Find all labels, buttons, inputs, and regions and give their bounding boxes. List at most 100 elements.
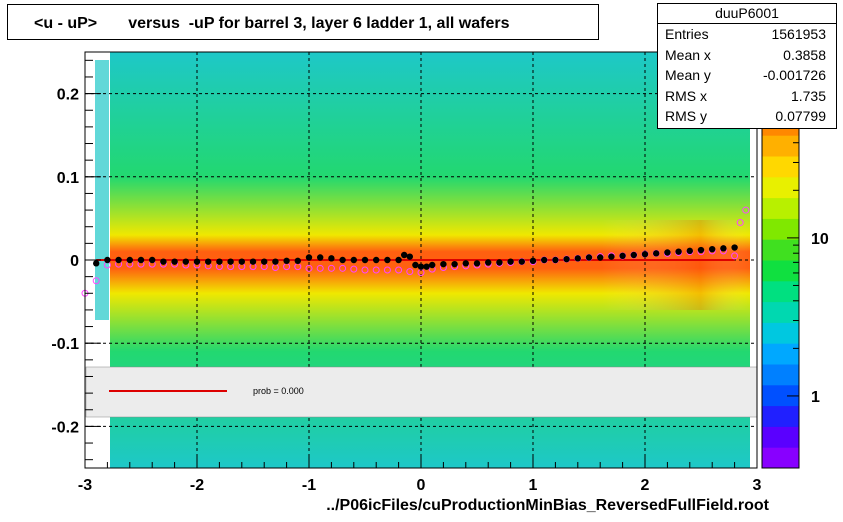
palette-swatch — [762, 197, 799, 219]
profile-mean-point — [350, 256, 357, 264]
fit-legend-label: prob = 0.000 — [253, 386, 304, 396]
profile-mean-point — [238, 258, 245, 265]
palette-swatch — [762, 280, 799, 303]
profile-alt-point — [316, 264, 324, 272]
stats-key: RMS x — [665, 87, 707, 104]
x-tick-label: -2 — [190, 477, 204, 494]
profile-mean-point — [720, 245, 727, 252]
profile-mean-point — [328, 255, 335, 262]
profile-alt-point — [350, 265, 358, 273]
y-tick-label: -0.1 — [51, 336, 79, 353]
stats-key: Mean y — [665, 67, 711, 83]
palette-swatch — [762, 343, 799, 365]
y-axis: -0.2 -0.1 0 0.1 0.2 — [51, 59, 101, 461]
profile-mean-point — [137, 256, 145, 264]
profile-mean-point — [429, 261, 436, 269]
profile-alt-point — [406, 268, 414, 276]
profile-mean-point — [305, 254, 313, 261]
x-tick-label: -1 — [302, 477, 316, 494]
profile-mean-point — [205, 258, 212, 265]
x-axis: -3 -2 -1 0 1 2 3 — [78, 456, 762, 494]
stats-key: RMS y — [665, 108, 707, 124]
profile-alt-point — [92, 277, 100, 285]
palette-swatch — [762, 405, 799, 427]
palette-swatch — [762, 260, 799, 282]
profile-mean-point — [697, 246, 705, 254]
profile-mean-point — [574, 255, 581, 262]
profile-mean-point — [384, 256, 391, 264]
profile-mean-point — [412, 261, 419, 269]
profile-mean-point — [529, 257, 537, 265]
profile-mean-point — [417, 263, 425, 270]
profile-mean-point — [541, 256, 548, 264]
palette-swatch — [762, 322, 799, 344]
profile-mean-point — [317, 254, 324, 261]
profile-mean-point — [406, 253, 413, 260]
profile-mean-point — [485, 259, 492, 266]
stats-row-entries: Entries 1561953 — [658, 24, 836, 45]
profile-mean-points — [93, 244, 738, 270]
profile-alt-point — [372, 266, 380, 274]
profile-mean-point — [686, 247, 693, 255]
profile-mean-point — [401, 251, 408, 259]
y-tick-label: -0.2 — [51, 419, 79, 436]
stats-row-rms-y: RMS y 0.07799 — [658, 106, 836, 127]
profile-mean-point — [608, 253, 615, 260]
profile-alt-point — [383, 266, 391, 274]
profile-mean-point — [451, 260, 458, 268]
y-tick-label: 0.2 — [57, 87, 79, 104]
palette-swatch — [762, 156, 799, 178]
palette-swatch — [762, 426, 799, 448]
profile-mean-point — [395, 256, 402, 264]
profile-mean-point — [496, 259, 503, 266]
profile-mean-point — [641, 250, 649, 258]
stats-value: 0.07799 — [775, 108, 826, 124]
heatmap-left-edge — [95, 60, 109, 320]
stats-row-mean-y: Mean y -0.001726 — [658, 65, 836, 86]
stats-value: -0.001726 — [762, 67, 826, 83]
profile-mean-point — [339, 256, 346, 264]
profile-mean-point — [171, 258, 178, 265]
x-tick-label: 1 — [529, 477, 538, 494]
x-tick-label: 0 — [417, 477, 426, 494]
profile-mean-point — [563, 255, 570, 263]
stats-key: Mean x — [665, 46, 711, 63]
palette-tick-label: 1 — [811, 389, 820, 406]
profile-mean-point — [126, 256, 133, 264]
profile-mean-point — [272, 258, 279, 265]
palette-swatch — [762, 218, 799, 240]
stats-box: duuP6001 Entries 1561953 Mean x 0.3858 M… — [657, 3, 837, 129]
palette-tick-label: 10 — [811, 231, 829, 248]
profile-alt-point — [339, 264, 347, 272]
palette-swatch — [762, 135, 799, 157]
profile-mean-point — [182, 258, 189, 265]
profile-alt-point — [305, 264, 313, 272]
profile-mean-point — [160, 258, 167, 265]
profile-mean-point — [227, 258, 234, 265]
profile-mean-point — [709, 245, 716, 253]
x-tick-label: 3 — [753, 477, 762, 494]
stats-value: 1561953 — [771, 26, 826, 42]
stats-key: Entries — [665, 26, 709, 42]
x-axis-title: ../P06icFiles/cuProductionMinBias_Revers… — [326, 497, 769, 514]
x-tick-label: -3 — [78, 477, 92, 494]
title-box: <u - uP> versus -uP for barrel 3, layer … — [7, 4, 599, 40]
profile-mean-point — [507, 258, 514, 265]
profile-mean-point — [115, 256, 122, 264]
profile-mean-point — [664, 249, 671, 256]
profile-mean-point — [361, 256, 369, 264]
profile-alt-point — [395, 266, 403, 274]
stats-value: 1.735 — [790, 87, 826, 104]
profile-mean-point — [462, 260, 469, 267]
profile-alt-point — [736, 219, 744, 227]
stats-value: 0.3858 — [783, 46, 826, 63]
heatmap-shading — [420, 220, 750, 310]
y-tick-label: 0.1 — [57, 170, 79, 187]
x-tick-label: 2 — [641, 477, 650, 494]
palette-swatch — [762, 176, 799, 199]
profile-mean-point — [552, 256, 559, 264]
profile-mean-point — [731, 244, 738, 251]
profile-mean-point — [261, 258, 268, 265]
profile-alt-point — [361, 266, 369, 274]
profile-mean-point — [149, 256, 156, 264]
